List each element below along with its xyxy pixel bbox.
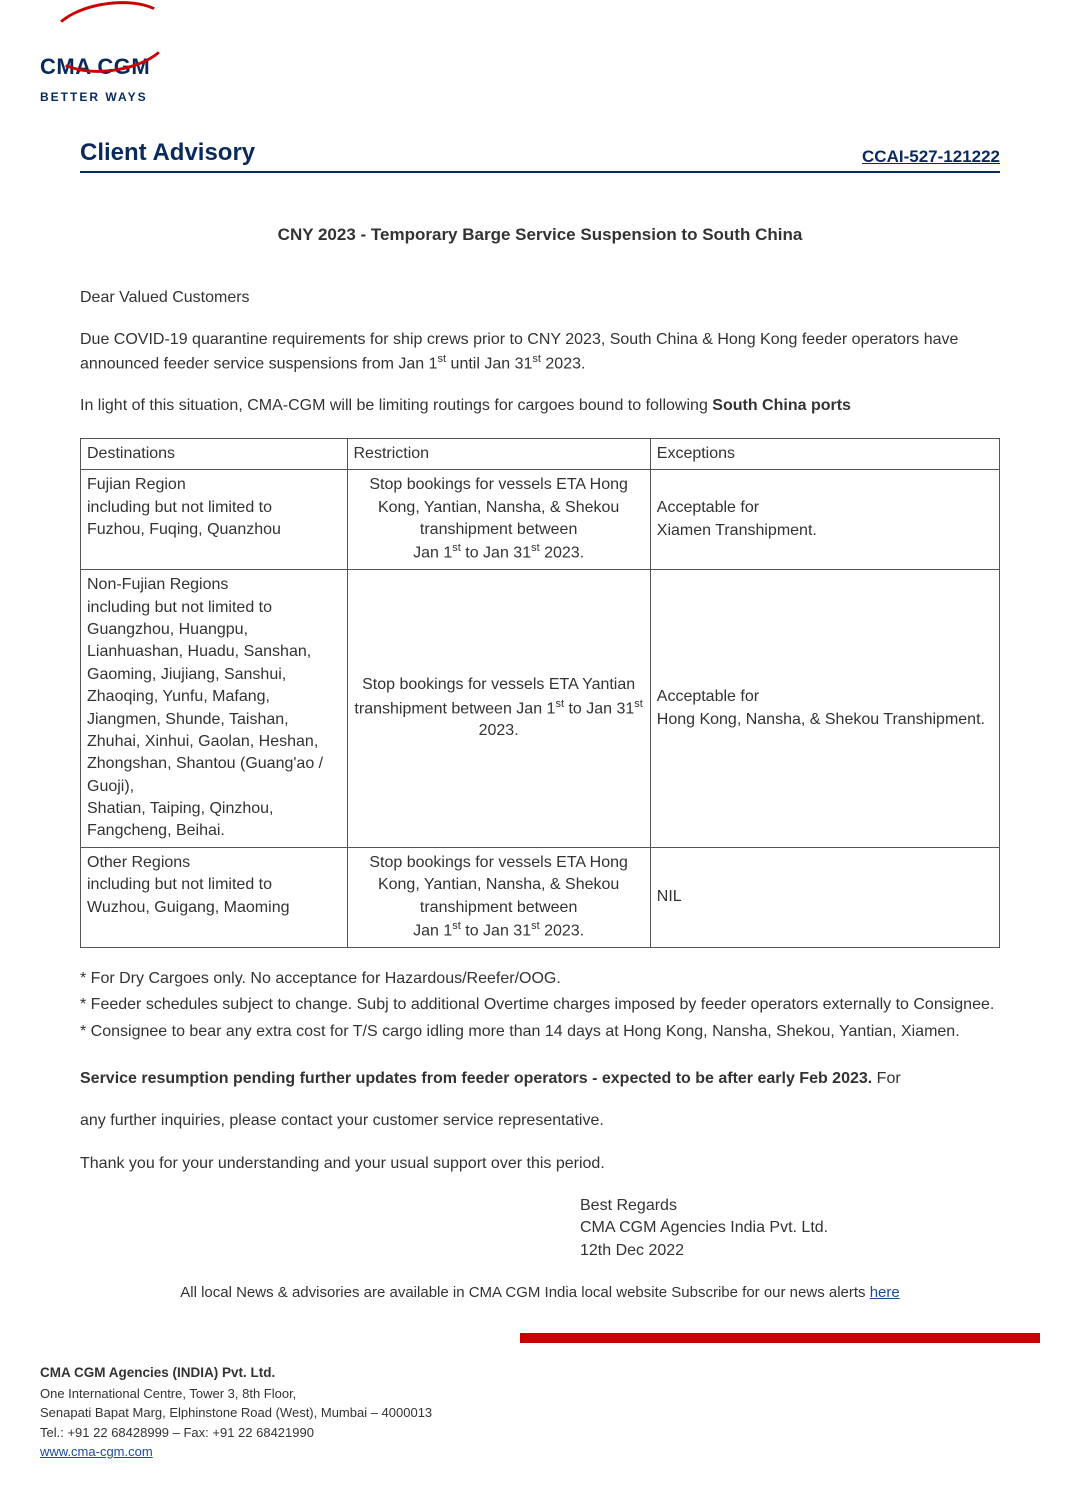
ordinal-st: st (531, 542, 540, 554)
footer-tel: Tel.: +91 22 68428999 – Fax: +91 22 6842… (40, 1423, 1040, 1443)
logo-text: CMA CGM (40, 52, 1040, 83)
footer-block: CMA CGM Agencies (INDIA) Pvt. Ltd. One I… (40, 1363, 1040, 1461)
ordinal-st: st (452, 542, 461, 554)
cell-dest: Other Regions including but not limited … (81, 847, 348, 947)
ordinal-st: st (438, 353, 447, 365)
inquiry-line: any further inquiries, please contact yo… (80, 1110, 1000, 1132)
logo-arcs-icon (40, 20, 180, 50)
logo-block: CMA CGM BETTER WAYS (40, 20, 1040, 106)
table-header-row: Destinations Restriction Exceptions (81, 438, 1000, 469)
table-row: Other Regions including but not limited … (81, 847, 1000, 947)
sign-regards: Best Regards (580, 1195, 1000, 1217)
advisory-label: Client Advisory (80, 136, 255, 170)
footer-addr2: Senapati Bapat Marg, Elphinstone Road (W… (40, 1403, 1040, 1423)
footer-company: CMA CGM Agencies (INDIA) Pvt. Ltd. (40, 1363, 1040, 1383)
restr-date-a: Jan 1 (413, 922, 452, 939)
note-line: * For Dry Cargoes only. No acceptance fo… (80, 968, 1000, 990)
document-code: CCAI-527-121222 (862, 145, 1000, 169)
restr-text: Stop bookings for vessels ETA Hong Kong,… (369, 476, 628, 538)
cell-exception: NIL (650, 847, 999, 947)
col-restriction: Restriction (347, 438, 650, 469)
restr-date-b: to Jan 31 (564, 700, 634, 717)
note-line: * Consignee to bear any extra cost for T… (80, 1021, 1000, 1043)
footer-addr1: One International Centre, Tower 3, 8th F… (40, 1384, 1040, 1404)
note-line: * Feeder schedules subject to change. Su… (80, 994, 1000, 1016)
restr-date-c: 2023. (540, 922, 584, 939)
cell-dest: Non-Fujian Regions including but not lim… (81, 570, 348, 848)
footer-url-link[interactable]: www.cma-cgm.com (40, 1444, 153, 1459)
thanks-line: Thank you for your understanding and you… (80, 1153, 1000, 1175)
table-row: Fujian Region including but not limited … (81, 470, 1000, 570)
col-exceptions: Exceptions (650, 438, 999, 469)
subscribe-link[interactable]: here (870, 1284, 900, 1301)
greeting: Dear Valued Customers (80, 287, 1000, 309)
sign-date: 12th Dec 2022 (580, 1240, 1000, 1262)
intro1-b: until Jan 31 (446, 355, 532, 372)
restr-date-a: Jan 1 (413, 545, 452, 562)
ordinal-st: st (531, 920, 540, 932)
intro2-b: South China ports (712, 397, 851, 414)
ordinal-st: st (634, 698, 643, 710)
restr-date-b: to Jan 31 (461, 922, 531, 939)
logo-tagline: BETTER WAYS (40, 89, 1040, 106)
document-title: CNY 2023 - Temporary Barge Service Suspe… (80, 223, 1000, 247)
sign-company: CMA CGM Agencies India Pvt. Ltd. (580, 1217, 1000, 1239)
intro-paragraph-1: Due COVID-19 quarantine requirements for… (80, 329, 1000, 375)
intro-paragraph-2: In light of this situation, CMA-CGM will… (80, 395, 1000, 417)
document-body: CNY 2023 - Temporary Barge Service Suspe… (80, 223, 1000, 1303)
table-row: Non-Fujian Regions including but not lim… (81, 570, 1000, 848)
ordinal-st: st (532, 353, 541, 365)
cell-exception: Acceptable for Hong Kong, Nansha, & Shek… (650, 570, 999, 848)
restr-date-c: 2023. (540, 545, 584, 562)
restr-date-b: to Jan 31 (461, 545, 531, 562)
restrictions-table: Destinations Restriction Exceptions Fuji… (80, 438, 1000, 948)
restr-text: Stop bookings for vessels ETA Hong Kong,… (369, 854, 628, 916)
subscribe-text: All local News & advisories are availabl… (180, 1284, 869, 1301)
intro2-a: In light of this situation, CMA-CGM will… (80, 397, 712, 414)
resumption-bold: Service resumption pending further updat… (80, 1070, 872, 1087)
signature-block: Best Regards CMA CGM Agencies India Pvt.… (580, 1195, 1000, 1262)
cell-restriction: Stop bookings for vessels ETA Yantian tr… (347, 570, 650, 848)
restr-date-c: 2023. (479, 722, 519, 739)
ordinal-st: st (555, 698, 564, 710)
cell-exception: Acceptable for Xiamen Transhipment. (650, 470, 999, 570)
red-divider-bar (520, 1333, 1040, 1343)
cell-dest: Fujian Region including but not limited … (81, 470, 348, 570)
header-bar: Client Advisory CCAI-527-121222 (80, 136, 1000, 174)
col-destinations: Destinations (81, 438, 348, 469)
ordinal-st: st (452, 920, 461, 932)
notes-block: * For Dry Cargoes only. No acceptance fo… (80, 968, 1000, 1043)
resumption-line: Service resumption pending further updat… (80, 1068, 1000, 1090)
intro1-c: 2023. (541, 355, 585, 372)
subscribe-line: All local News & advisories are availabl… (80, 1282, 1000, 1303)
resumption-tail: For (872, 1070, 900, 1087)
cell-restriction: Stop bookings for vessels ETA Hong Kong,… (347, 847, 650, 947)
cell-restriction: Stop bookings for vessels ETA Hong Kong,… (347, 470, 650, 570)
